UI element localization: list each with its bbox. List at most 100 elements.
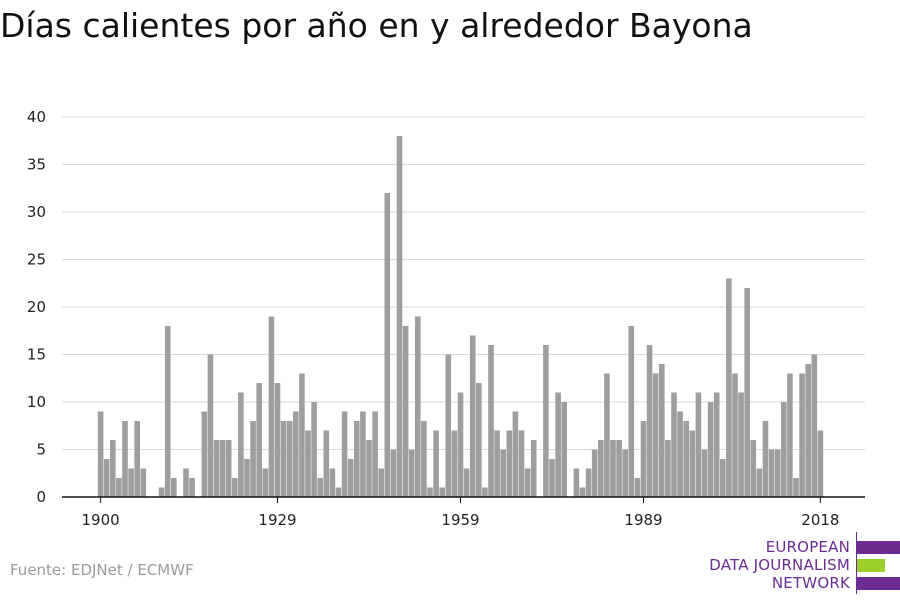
bar-1964 (488, 345, 494, 497)
bar-1965 (494, 430, 500, 497)
bar-1963 (482, 487, 488, 497)
y-tick-label: 10 (27, 393, 46, 411)
bar-1907 (140, 468, 147, 497)
bar-1976 (561, 402, 567, 497)
bar-1957 (445, 354, 452, 497)
bar-1955 (433, 430, 439, 497)
bar-1918 (207, 354, 214, 497)
bar-1989 (640, 421, 647, 497)
bar-2017 (811, 354, 818, 497)
bar-1931 (286, 421, 293, 497)
x-tick-label: 1900 (82, 511, 120, 529)
bar-2016 (805, 364, 811, 497)
bar-2018 (817, 430, 824, 497)
bar-1949 (396, 136, 403, 497)
logo-line-1: EUROPEAN (765, 538, 850, 556)
bar-1945 (372, 411, 378, 497)
bar-1958 (451, 430, 458, 497)
bar-1988 (634, 478, 641, 497)
bar-1961 (469, 335, 476, 497)
bar-1952 (415, 316, 421, 497)
y-tick-label: 0 (36, 488, 46, 506)
bar-1904 (122, 421, 128, 497)
chart-title: Días calientes por año en y alrededor Ba… (0, 6, 753, 45)
bar-1954 (427, 487, 433, 497)
bar-1932 (293, 411, 299, 497)
bar-1939 (335, 487, 342, 497)
edjnet-logo: EUROPEAN DATA JOURNALISM NETWORK (700, 532, 900, 594)
bar-1921 (225, 440, 232, 497)
bar-1919 (213, 440, 220, 497)
bar-1971 (530, 440, 537, 497)
bar-1901 (103, 459, 110, 497)
bar-2003 (726, 278, 732, 497)
bar-1982 (598, 440, 604, 497)
bar-1981 (591, 449, 598, 497)
y-tick-label: 20 (27, 298, 46, 316)
bar-1937 (323, 430, 330, 497)
bar-1995 (677, 411, 683, 497)
bar-1974 (549, 459, 555, 497)
bar-1997 (689, 430, 696, 497)
bar-1905 (128, 468, 134, 497)
y-tick-label: 25 (27, 251, 46, 269)
bar-1941 (347, 459, 354, 497)
bar-1987 (628, 326, 635, 497)
bar-1950 (402, 326, 409, 497)
bar-2009 (762, 421, 769, 497)
bar-1917 (201, 411, 208, 497)
bar-1990 (646, 345, 653, 497)
bar-1973 (543, 345, 549, 497)
bar-1920 (219, 440, 226, 497)
bar-1960 (463, 468, 470, 497)
bar-1900 (97, 411, 104, 497)
bar-2004 (732, 373, 738, 497)
bar-1984 (610, 440, 616, 497)
bar-1942 (354, 421, 360, 497)
bar-1991 (652, 373, 659, 497)
bar-1956 (439, 487, 445, 497)
bar-1996 (683, 421, 689, 497)
bar-1978 (573, 468, 580, 497)
bar-1924 (244, 459, 250, 497)
bar-1968 (512, 411, 519, 497)
bar-1998 (695, 392, 702, 497)
bar-1975 (555, 392, 561, 497)
logo-bar-top (857, 541, 900, 554)
y-tick-label: 30 (27, 203, 46, 221)
bar-1967 (506, 430, 513, 497)
bar-1994 (671, 392, 677, 497)
logo-line-3: NETWORK (771, 574, 850, 592)
bar-1944 (366, 440, 372, 497)
bar-1948 (390, 449, 397, 497)
bar-1970 (524, 468, 531, 497)
bar-1903 (116, 478, 122, 497)
bar-1983 (604, 373, 610, 497)
bar-1930 (280, 421, 287, 497)
x-tick-label: 2018 (801, 511, 839, 529)
bar-1902 (110, 440, 116, 497)
logo-bar-middle (857, 559, 885, 572)
logo-line-2: DATA JOURNALISM (709, 556, 850, 574)
y-tick-label: 5 (36, 441, 46, 459)
bar-2000 (707, 402, 714, 497)
logo-text: EUROPEAN DATA JOURNALISM NETWORK (709, 538, 850, 592)
bar-1985 (616, 440, 622, 497)
y-axis-ticks: 0 5 10 15 20 25 30 35 40 (27, 108, 46, 506)
bar-1935 (311, 402, 317, 497)
bar-1923 (238, 392, 244, 497)
bar-1940 (341, 411, 348, 497)
bar-1915 (189, 478, 195, 497)
y-tick-label: 15 (27, 346, 46, 364)
bar-1946 (378, 468, 384, 497)
logo-bar-bottom (857, 577, 900, 590)
grid-lines (62, 116, 865, 450)
bar-1951 (408, 449, 415, 497)
bar-1943 (360, 411, 366, 497)
bar-1986 (622, 449, 628, 497)
bar-1933 (299, 373, 305, 497)
bar-2010 (768, 449, 775, 497)
x-tick-label: 1989 (624, 511, 662, 529)
bar-1914 (183, 468, 189, 497)
